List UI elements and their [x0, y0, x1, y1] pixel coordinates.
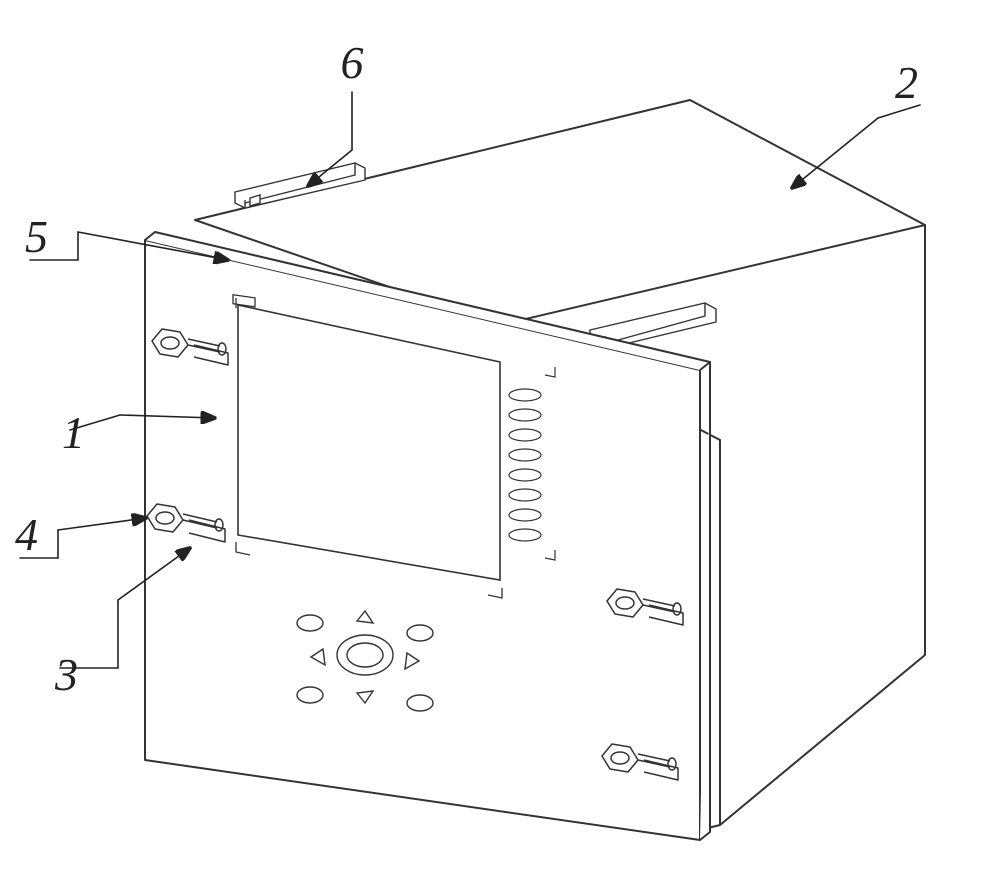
- label-4: 4: [15, 509, 38, 560]
- label-3: 3: [54, 649, 78, 700]
- technical-diagram: 1 2 3 4 5 6: [0, 0, 1000, 895]
- top-clip-left: [235, 163, 365, 208]
- label-2: 2: [895, 57, 918, 108]
- label-5: 5: [25, 211, 48, 262]
- label-6: 6: [341, 37, 364, 88]
- label-1: 1: [62, 407, 85, 458]
